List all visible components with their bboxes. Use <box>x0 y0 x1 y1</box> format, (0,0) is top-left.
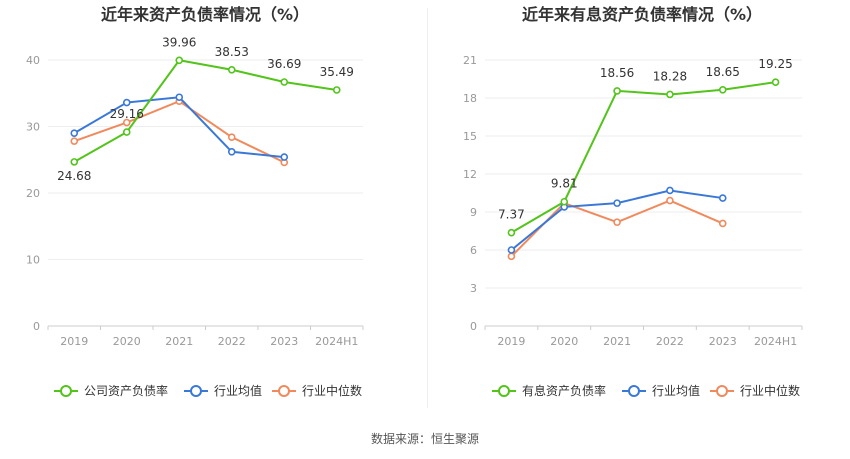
x-tick-label: 2019 <box>60 335 88 348</box>
y-tick-label: 6 <box>470 244 477 257</box>
data-source-note: 数据来源：恒生聚源 <box>370 432 479 446</box>
x-tick-label: 2024H1 <box>315 335 358 348</box>
y-tick-label: 15 <box>463 130 477 143</box>
legend-label: 公司资产负债率 <box>84 383 168 398</box>
legend-marker <box>60 385 72 397</box>
legend-marker <box>628 385 640 397</box>
y-tick-label: 12 <box>463 168 477 181</box>
legend-marker <box>190 385 202 397</box>
series-2 <box>70 93 289 161</box>
x-tick-label: 2022 <box>656 335 684 348</box>
data-point[interactable] <box>507 228 516 237</box>
data-point[interactable] <box>718 85 727 94</box>
y-tick-label: 0 <box>470 320 477 333</box>
data-label: 24.68 <box>57 169 91 183</box>
data-label: 38.53 <box>215 45 249 59</box>
data-label: 7.37 <box>498 208 525 222</box>
series-line <box>510 81 776 234</box>
data-point[interactable] <box>666 196 674 205</box>
data-point[interactable] <box>332 86 341 94</box>
series-1: 7.37 9.81 18.56 18.28 18.65 19.25 <box>498 57 793 237</box>
legend-marker <box>716 385 728 397</box>
data-point[interactable] <box>613 218 621 226</box>
data-point[interactable] <box>70 158 79 166</box>
data-label: 19.25 <box>758 57 792 71</box>
data-point[interactable] <box>280 153 289 161</box>
legend-item[interactable]: 行业中位数 <box>710 383 800 398</box>
chart-title: 近年来资产负债率情况（%） <box>101 5 309 24</box>
data-point[interactable] <box>613 199 621 207</box>
x-tick-label: 2020 <box>550 335 578 348</box>
data-point[interactable] <box>122 128 131 136</box>
data-label: 18.28 <box>653 69 687 83</box>
legend-item[interactable]: 行业中位数 <box>272 383 362 398</box>
x-tick-label: 2023 <box>709 335 737 348</box>
data-point[interactable] <box>175 93 184 102</box>
legend-marker <box>498 385 510 397</box>
x-tick-label: 2020 <box>113 335 141 348</box>
data-point[interactable] <box>718 219 727 228</box>
series-2 <box>507 186 727 254</box>
y-tick-label: 3 <box>470 282 477 295</box>
data-point[interactable] <box>771 78 780 86</box>
legend-item[interactable]: 行业均值 <box>184 383 262 398</box>
data-label: 18.56 <box>600 66 634 80</box>
data-label: 9.81 <box>551 177 578 191</box>
data-point[interactable] <box>70 129 79 137</box>
data-point[interactable] <box>560 197 569 206</box>
panel-divider <box>427 8 428 408</box>
data-point[interactable] <box>122 118 131 127</box>
legend-label: 行业中位数 <box>302 383 362 398</box>
legend-marker <box>278 385 290 397</box>
legend-label: 行业中位数 <box>740 383 800 398</box>
y-tick-label: 9 <box>470 206 477 219</box>
data-label: 18.65 <box>706 65 740 79</box>
chart-panel-2: 近年来有息资产负债率情况（%） 0 3 6 9 12 15 18 21 2019 2020 2021 2… <box>463 5 803 398</box>
y-tick-label: 30 <box>26 121 40 134</box>
y-tick-label: 10 <box>26 254 40 267</box>
series-line <box>73 59 337 163</box>
data-point[interactable] <box>613 87 621 95</box>
legend-item[interactable]: 行业均值 <box>622 383 700 398</box>
chart-panel-1: 近年来资产负债率情况（%） 0 10 20 30 40 2019 2020 2021 2022 20… <box>26 5 364 398</box>
data-point[interactable] <box>666 90 674 99</box>
data-label: 29.16 <box>110 107 144 121</box>
legend-item[interactable]: 有息资产负债率 <box>492 383 606 398</box>
x-tick-label: 2019 <box>497 335 525 348</box>
series-1: 24.68 29.16 39.96 38.53 36.69 35.49 <box>57 35 354 183</box>
series-3 <box>70 97 289 167</box>
data-label: 36.69 <box>267 57 301 71</box>
data-label: 35.49 <box>320 65 354 79</box>
x-tick-label: 2023 <box>270 335 298 348</box>
chart-title: 近年来有息资产负债率情况（%） <box>522 5 762 24</box>
x-tick-label: 2021 <box>603 335 631 348</box>
data-point[interactable] <box>227 133 236 141</box>
data-point[interactable] <box>227 65 236 74</box>
data-point[interactable] <box>666 186 674 195</box>
y-tick-label: 40 <box>26 54 40 67</box>
x-tick-label: 2024H1 <box>754 335 797 348</box>
x-tick-label: 2021 <box>165 335 193 348</box>
legend-label: 有息资产负债率 <box>522 383 606 398</box>
data-point[interactable] <box>70 137 79 145</box>
legend-label: 行业均值 <box>652 383 700 398</box>
y-tick-label: 18 <box>463 92 477 105</box>
data-point[interactable] <box>280 78 289 86</box>
y-tick-label: 20 <box>26 187 40 200</box>
legend-item[interactable]: 公司资产负债率 <box>54 383 168 398</box>
data-point[interactable] <box>227 147 236 156</box>
data-point[interactable] <box>507 252 516 261</box>
data-point[interactable] <box>718 194 727 202</box>
data-point[interactable] <box>122 98 131 107</box>
data-point[interactable] <box>507 246 516 254</box>
legend-label: 行业均值 <box>214 383 262 398</box>
y-tick-label: 0 <box>33 320 40 333</box>
series-line <box>510 199 724 258</box>
x-tick-label: 2022 <box>218 335 246 348</box>
data-point[interactable] <box>175 56 184 65</box>
y-tick-label: 21 <box>463 54 477 67</box>
data-label: 39.96 <box>162 35 196 49</box>
